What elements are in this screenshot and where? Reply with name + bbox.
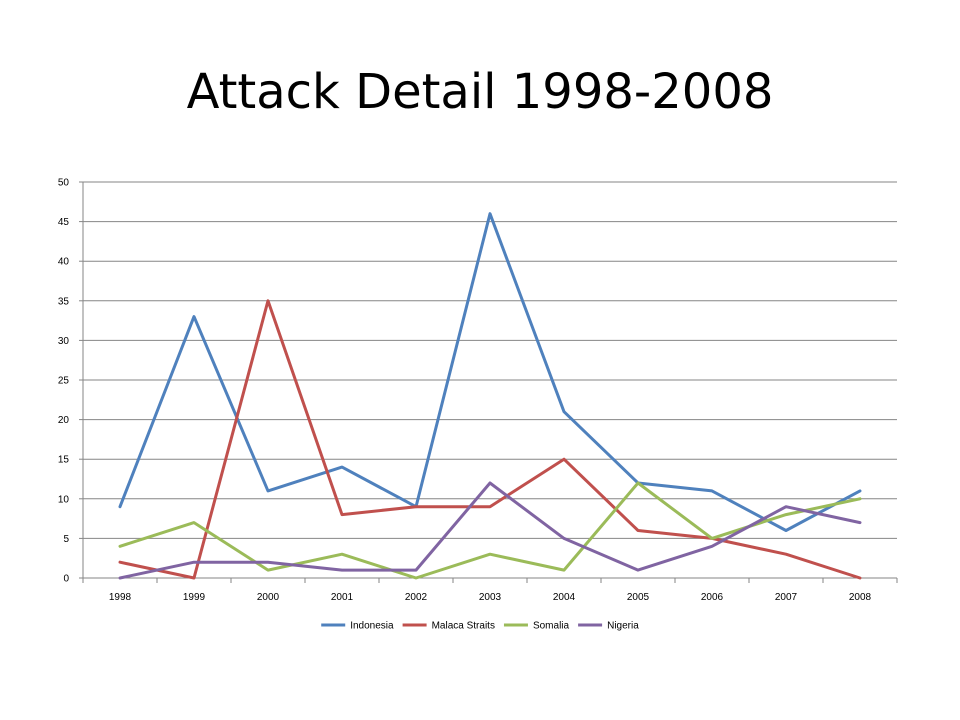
y-tick-label: 45 <box>58 217 70 228</box>
x-tick-label: 1998 <box>109 592 132 603</box>
x-tick-label: 2007 <box>775 592 798 603</box>
legend-label: Malaca Straits <box>432 621 495 632</box>
y-tick-label: 0 <box>63 574 69 585</box>
x-tick-label: 2001 <box>331 592 354 603</box>
y-tick-label: 10 <box>58 494 70 505</box>
series-line-nigeria <box>118 481 862 580</box>
x-tick-label: 1999 <box>183 592 206 603</box>
y-tick-label: 35 <box>58 296 70 307</box>
y-tick-label: 15 <box>58 455 70 466</box>
slide-title: Attack Detail 1998-2008 <box>186 64 774 120</box>
y-axis-tick-labels: 0 5 10 15 20 25 30 35 40 45 50 <box>58 178 70 585</box>
series-line-malaca-straits <box>118 299 862 580</box>
series-line-somalia <box>118 481 862 580</box>
y-tick-label: 30 <box>58 336 70 347</box>
y-tick-label: 5 <box>63 534 69 545</box>
x-tick-label: 2000 <box>257 592 280 603</box>
legend-label: Indonesia <box>350 621 394 632</box>
gridlines <box>83 181 897 539</box>
x-tick-label: 2005 <box>627 592 650 603</box>
x-tick-label: 2008 <box>849 592 872 603</box>
y-tick-label: 20 <box>58 415 70 426</box>
y-tick-label: 50 <box>58 178 70 189</box>
x-tick-label: 2006 <box>701 592 724 603</box>
series-lines <box>118 212 862 580</box>
x-tick-label: 2002 <box>405 592 428 603</box>
y-tick-label: 40 <box>58 257 70 268</box>
x-axis-tick-labels: 1998 1999 2000 2001 2002 2003 2004 2005 2006 2007… <box>109 592 872 603</box>
y-tick-label: 25 <box>58 376 70 387</box>
chart-legend: Indonesia Malaca Straits Somalia Nigeria <box>321 621 639 632</box>
x-tick-label: 2003 <box>479 592 502 603</box>
legend-label: Nigeria <box>607 621 639 632</box>
legend-label: Somalia <box>533 621 570 632</box>
chart-axes <box>79 181 898 583</box>
x-tick-label: 2004 <box>553 592 576 603</box>
series-line-indonesia <box>118 212 862 532</box>
